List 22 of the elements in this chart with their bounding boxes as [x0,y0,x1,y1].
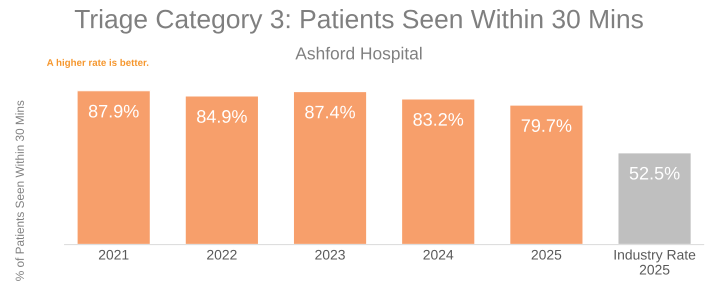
data-label: 79.7% [522,119,572,132]
bar [184,95,260,245]
bar [400,98,476,245]
chart-subtitle: Ashford Hospital [295,46,422,63]
y-axis-title: % of Patients Seen Within 30 Mins [15,100,24,281]
bar [617,152,692,245]
x-tick-label: 2025 [532,250,562,260]
data-label: 84.9% [197,110,247,123]
bar [292,90,368,245]
data-label: 87.4% [305,106,355,118]
text: A higher rate is better. [46,58,148,68]
x-tick-label: 2022 [207,250,237,260]
data-label: 83.2% [413,113,464,126]
chart-title: Triage Category 3: Patients Seen Within 30 Mins [74,9,643,34]
data-label: 52.5% [630,166,680,180]
bar [508,104,584,245]
x-tick-label: 2023 [315,250,345,260]
x-tick-label: 2024 [423,250,454,260]
x-tick-label: 2021 [98,250,128,260]
bar [76,90,152,245]
x-tick-label: Industry Rate 2025 [614,249,696,275]
data-label: 87.9% [88,104,139,118]
